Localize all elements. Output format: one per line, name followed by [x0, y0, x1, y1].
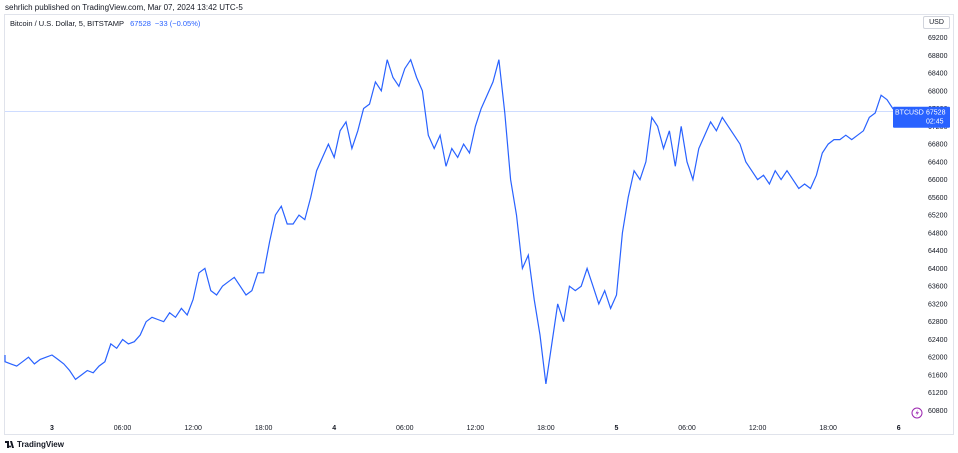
brand-name: TradingView	[17, 440, 64, 449]
price-tag-timer: 02:45	[926, 119, 944, 126]
time-tick-label: 18:00	[255, 425, 273, 432]
tradingview-logo-icon	[5, 441, 14, 449]
price-axis[interactable]: 60800 61200 61600 62000 62400 62800 63200 63600…	[928, 35, 948, 415]
time-tick-label: 3	[50, 425, 54, 432]
time-tick-label: 18:00	[819, 425, 837, 432]
legend-price: 67528	[130, 19, 151, 28]
footer-brand[interactable]: TradingView	[5, 440, 64, 449]
price-tick-label: 68000	[928, 88, 948, 95]
price-tick-label: 63200	[928, 301, 948, 308]
legend-change: −33 (−0.05%)	[154, 19, 201, 28]
price-tick-label: 66000	[928, 177, 948, 184]
price-tick-label: 65200	[928, 213, 948, 220]
time-tick-label: 6	[897, 425, 901, 432]
price-tick-label: 64800	[928, 230, 948, 237]
time-tick-label: 18:00	[537, 425, 555, 432]
time-axis[interactable]: 3 06:00 12:00 18:00 4 06:00 12:00 18:00 5 06:00 12…	[50, 425, 958, 432]
time-tick-label: 12:00	[184, 425, 202, 432]
time-tick-label: 06:00	[396, 425, 414, 432]
price-tick-label: 60800	[928, 408, 948, 415]
symbol-description: Bitcoin / U.S. Dollar, 5, BITSTAMP	[10, 19, 125, 28]
price-tick-label: 62800	[928, 319, 948, 326]
time-tick-label: 4	[332, 425, 336, 432]
price-tick-label: 68400	[928, 71, 948, 78]
currency-label[interactable]: USD	[923, 16, 950, 29]
chart-frame	[4, 14, 954, 435]
price-tick-label: 66400	[928, 159, 948, 166]
price-tick-label: 66800	[928, 142, 948, 149]
lightning-icon[interactable]	[911, 407, 923, 419]
price-tick-label: 69200	[928, 35, 948, 42]
price-tick-label: 62400	[928, 337, 948, 344]
price-tick-label: 63600	[928, 284, 948, 291]
price-tag-box	[893, 106, 950, 128]
price-tick-label: 62000	[928, 355, 948, 362]
price-tick-label: 65600	[928, 195, 948, 202]
time-tick-label: 5	[615, 425, 619, 432]
price-tag: BTCUSD 67528 02:45	[893, 106, 950, 128]
price-tick-label: 61600	[928, 372, 948, 379]
price-tick-label: 68800	[928, 53, 948, 60]
time-tick-label: 12:00	[467, 425, 485, 432]
time-tick-label: 06:00	[114, 425, 132, 432]
price-tag-ticker: BTCUSD	[895, 110, 924, 117]
price-tick-label: 64400	[928, 248, 948, 255]
time-tick-label: 12:00	[749, 425, 767, 432]
price-tick-label: 64000	[928, 266, 948, 273]
series-line	[4, 58, 897, 384]
time-tick-label: 06:00	[678, 425, 696, 432]
chart-legend: Bitcoin / U.S. Dollar, 5, BITSTAMP 67528−…	[10, 19, 200, 28]
publisher-info: sehrlich published on TradingView.com, M…	[5, 3, 243, 12]
price-tag-price: 67528	[926, 110, 946, 117]
price-tick-label: 61200	[928, 390, 948, 397]
